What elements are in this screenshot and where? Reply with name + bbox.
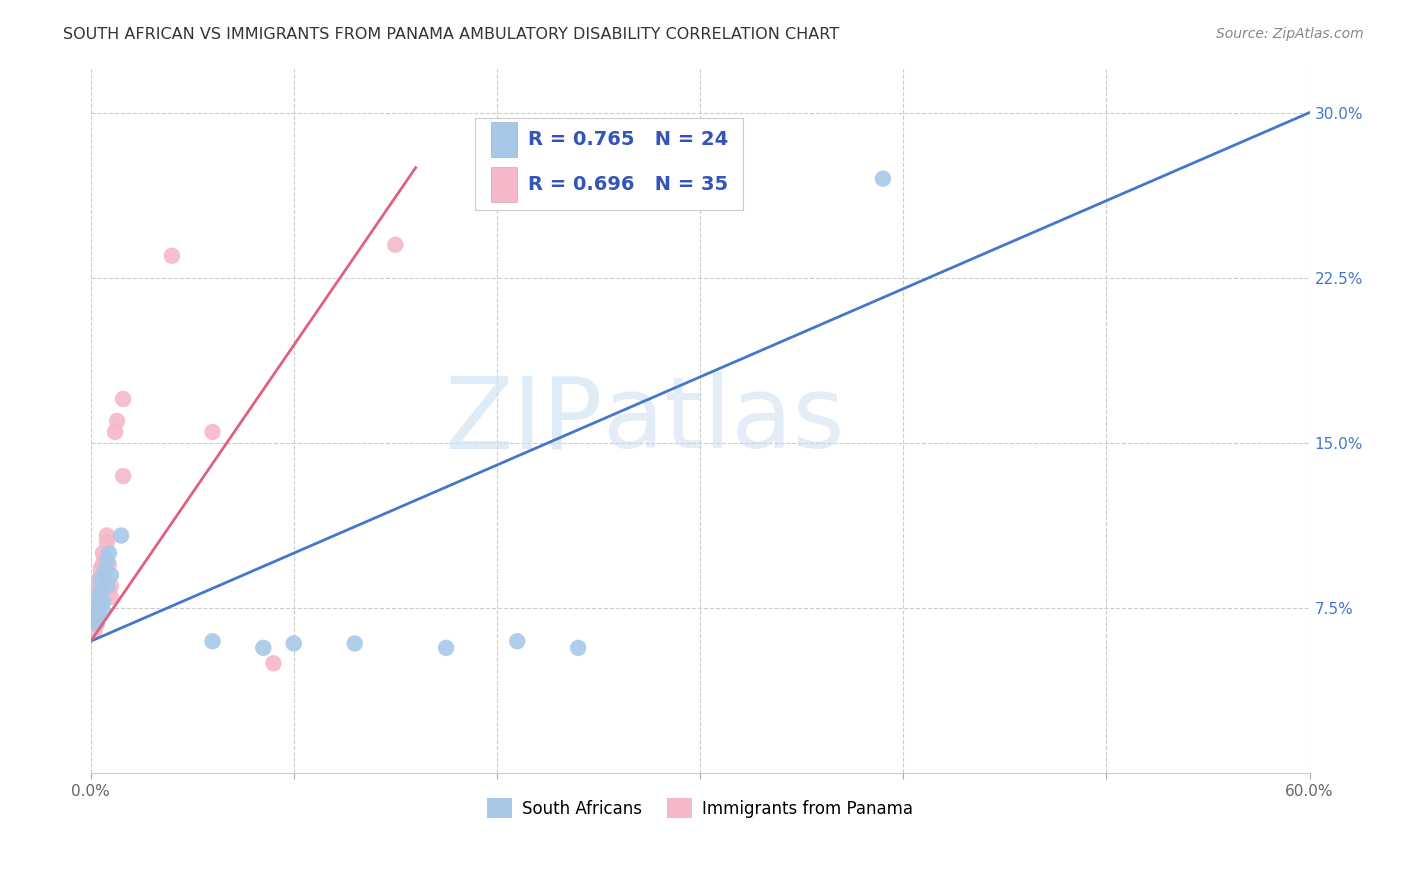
Text: ZIP: ZIP (444, 373, 603, 469)
Point (100, 591, 122, 605)
Point (434, 640, 457, 655)
Point (82, 606, 104, 620)
Point (94, 550, 117, 565)
Point (343, 636, 366, 650)
Point (86, 591, 108, 605)
Point (82, 606, 104, 620)
Text: atlas: atlas (603, 373, 844, 469)
Point (87, 607, 110, 622)
Point (91, 557, 114, 571)
Point (91, 594, 114, 608)
Point (872, 171, 894, 186)
Point (87, 573, 110, 587)
Point (86, 616, 108, 631)
Point (97, 557, 120, 571)
Point (90, 568, 112, 582)
Point (87, 591, 110, 605)
Point (160, 249, 183, 263)
Point (97, 546, 120, 560)
Point (83, 607, 105, 622)
Point (201, 634, 224, 648)
Point (82, 612, 104, 626)
Point (86, 612, 108, 626)
Point (506, 634, 529, 648)
Point (100, 568, 122, 582)
Point (90, 561, 112, 575)
Point (94, 561, 117, 575)
Point (83, 594, 105, 608)
Point (86, 586, 108, 600)
Point (96, 579, 118, 593)
Point (201, 425, 224, 439)
Point (283, 636, 305, 650)
Point (96, 535, 118, 549)
Point (96, 528, 118, 542)
Point (567, 640, 589, 655)
Point (105, 414, 128, 428)
Point (104, 425, 127, 439)
Point (252, 640, 274, 655)
Point (262, 657, 284, 671)
Point (91, 546, 114, 560)
Point (94, 564, 117, 578)
Point (91, 573, 114, 587)
Point (100, 579, 122, 593)
Point (87, 599, 110, 613)
Legend: South Africans, Immigrants from Panama: South Africans, Immigrants from Panama (481, 791, 920, 825)
Point (112, 469, 135, 483)
Point (83, 624, 105, 638)
Point (96, 555, 118, 569)
Text: SOUTH AFRICAN VS IMMIGRANTS FROM PANAMA AMBULATORY DISABILITY CORRELATION CHART: SOUTH AFRICAN VS IMMIGRANTS FROM PANAMA … (63, 27, 839, 42)
Point (83, 601, 105, 615)
Point (86, 599, 108, 613)
Point (90, 586, 112, 600)
Point (90, 573, 112, 587)
Point (90, 583, 112, 598)
Point (86, 616, 108, 631)
Point (91, 603, 114, 617)
Point (384, 237, 406, 252)
Point (112, 392, 135, 406)
Point (87, 579, 110, 593)
Text: Source: ZipAtlas.com: Source: ZipAtlas.com (1216, 27, 1364, 41)
Point (82, 616, 104, 631)
Point (83, 607, 105, 622)
Point (110, 528, 132, 542)
